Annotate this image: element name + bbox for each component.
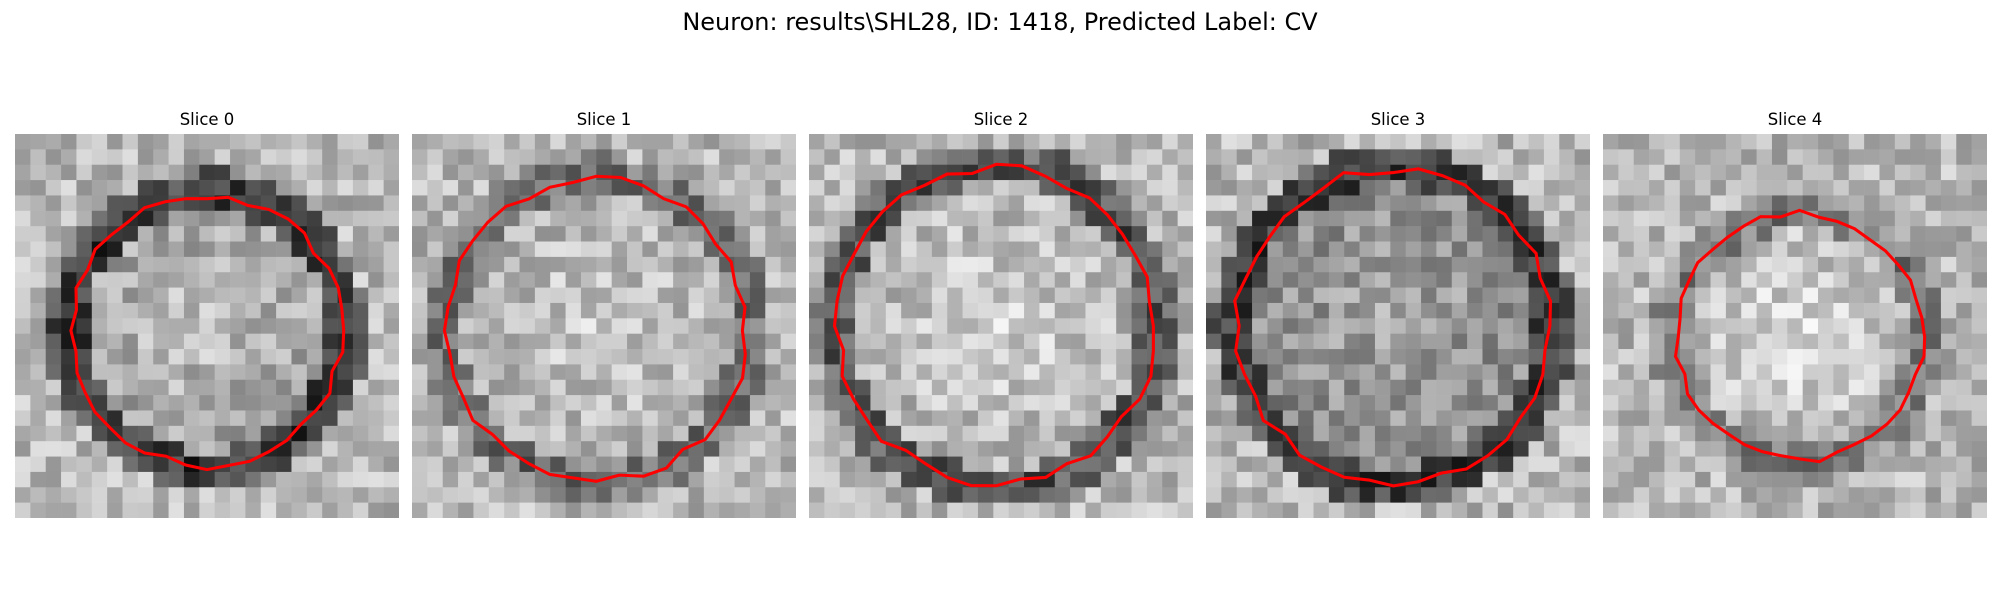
- pixel-grid: [809, 134, 1193, 518]
- pixel-grid: [412, 134, 796, 518]
- slice-panel-2: Slice 2: [809, 108, 1193, 518]
- slice-panel-3: Slice 3: [1206, 108, 1590, 518]
- pixel-grid: [1603, 134, 1987, 518]
- slice-title-2: Slice 2: [973, 110, 1029, 129]
- slice-title-3: Slice 3: [1370, 110, 1426, 129]
- slice-image-0: [15, 134, 399, 518]
- slice-image-3: [1206, 134, 1590, 518]
- pixel-grid: [15, 134, 399, 518]
- pixel-grid: [1206, 134, 1590, 518]
- slice-image-1: [412, 134, 796, 518]
- segmentation-contour: [832, 162, 1155, 488]
- slice-title-0: Slice 0: [179, 110, 235, 129]
- segmentation-contour: [442, 174, 747, 483]
- slice-image-2: [809, 134, 1193, 518]
- slice-title-1: Slice 1: [576, 110, 632, 129]
- figure-title: Neuron: results\SHL28, ID: 1418, Predict…: [682, 8, 1318, 36]
- slice-panel-4: Slice 4: [1603, 108, 1987, 518]
- slice-panel-0: Slice 0: [15, 108, 399, 518]
- slice-panel-1: Slice 1: [412, 108, 796, 518]
- segmentation-contour: [1673, 208, 1927, 464]
- segmentation-contour: [69, 195, 346, 472]
- segmentation-contour: [1233, 167, 1553, 488]
- slice-title-4: Slice 4: [1767, 110, 1823, 129]
- slice-image-4: [1603, 134, 1987, 518]
